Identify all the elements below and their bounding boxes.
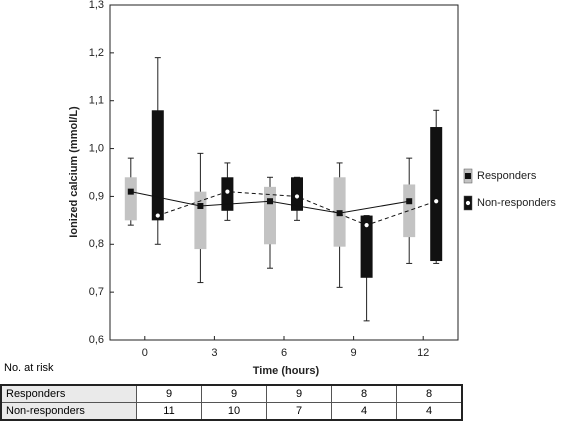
table-row: Responders 9 9 9 8 8: [0, 384, 463, 403]
table-cell: Non-responders: [0, 402, 137, 421]
mean-marker: [267, 198, 273, 205]
mean-marker: [433, 198, 440, 205]
y-tick-label: 1,3: [89, 0, 104, 11]
table-cell: 4: [396, 402, 463, 421]
legend-label: Non-responders: [477, 197, 556, 209]
table-cell: 9: [266, 384, 332, 403]
mean-marker: [197, 203, 204, 209]
y-tick-label: 0,8: [89, 238, 104, 250]
risk-table: Responders 9 9 9 8 8 Non-responders 11 10 7 4 4: [0, 384, 463, 421]
table-cell: 9: [136, 384, 202, 403]
y-axis-label: Ionized calcium (mmol/L): [68, 106, 80, 238]
x-tick-label: 0: [142, 347, 148, 359]
x-tick-label: 6: [281, 347, 287, 359]
table-cell: 8: [396, 384, 463, 403]
box: [360, 215, 373, 278]
box: [430, 127, 443, 262]
box: [124, 177, 137, 221]
mean-marker: [293, 193, 301, 200]
table-cell: 10: [201, 402, 267, 421]
mean-marker: [224, 188, 231, 195]
y-tick-label: 0,9: [89, 190, 104, 202]
box: [151, 110, 164, 221]
mean-marker: [154, 212, 161, 219]
table-row: Non-responders 11 10 7 4 4: [0, 402, 463, 421]
mean-marker: [336, 210, 343, 217]
y-tick-label: 0,6: [89, 334, 104, 346]
table-cell: Responders: [0, 384, 137, 403]
y-tick-label: 1,0: [89, 142, 104, 154]
box: [403, 184, 416, 238]
x-tick-label: 9: [351, 347, 357, 359]
box: [194, 191, 207, 250]
risk-title: No. at risk: [4, 362, 54, 374]
mean-marker: [406, 198, 413, 205]
legend-marker: [464, 199, 472, 207]
table-cell: 9: [201, 384, 267, 403]
mean-marker: [127, 188, 134, 195]
legend-label: Responders: [477, 170, 537, 182]
legend-marker: [465, 173, 471, 179]
y-tick-label: 1,2: [89, 47, 104, 59]
table-cell: 4: [331, 402, 397, 421]
x-axis-label: Time (hours): [253, 365, 320, 377]
mean-marker: [363, 222, 370, 229]
x-tick-label: 12: [417, 347, 429, 359]
table-cell: 7: [266, 402, 332, 421]
table-cell: 11: [136, 402, 202, 421]
x-tick-label: 3: [211, 347, 217, 359]
y-tick-label: 1,1: [89, 95, 104, 107]
y-tick-label: 0,7: [89, 286, 104, 298]
table-cell: 8: [331, 384, 397, 403]
box: [264, 186, 276, 245]
